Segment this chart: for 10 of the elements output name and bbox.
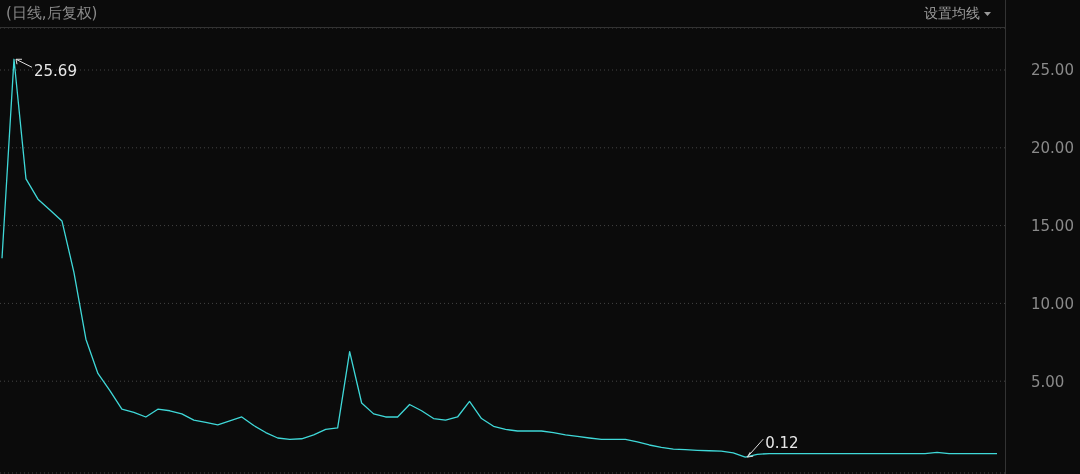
annotation: 0.12 (765, 434, 799, 453)
annotation: 25.69 (33, 62, 77, 81)
line-series (1, 58, 998, 458)
y-tick-label: 15.00 (1031, 216, 1074, 235)
y-tick-label: 10.00 (1031, 294, 1074, 313)
chart-title: (日线,后复权) (5, 4, 98, 23)
y-tick-label: 20.00 (1031, 139, 1074, 158)
text: 设置均线 (923, 4, 981, 23)
y-tick-label: 25.00 (1031, 61, 1074, 80)
y-tick-label: 5.00 (1031, 372, 1065, 391)
